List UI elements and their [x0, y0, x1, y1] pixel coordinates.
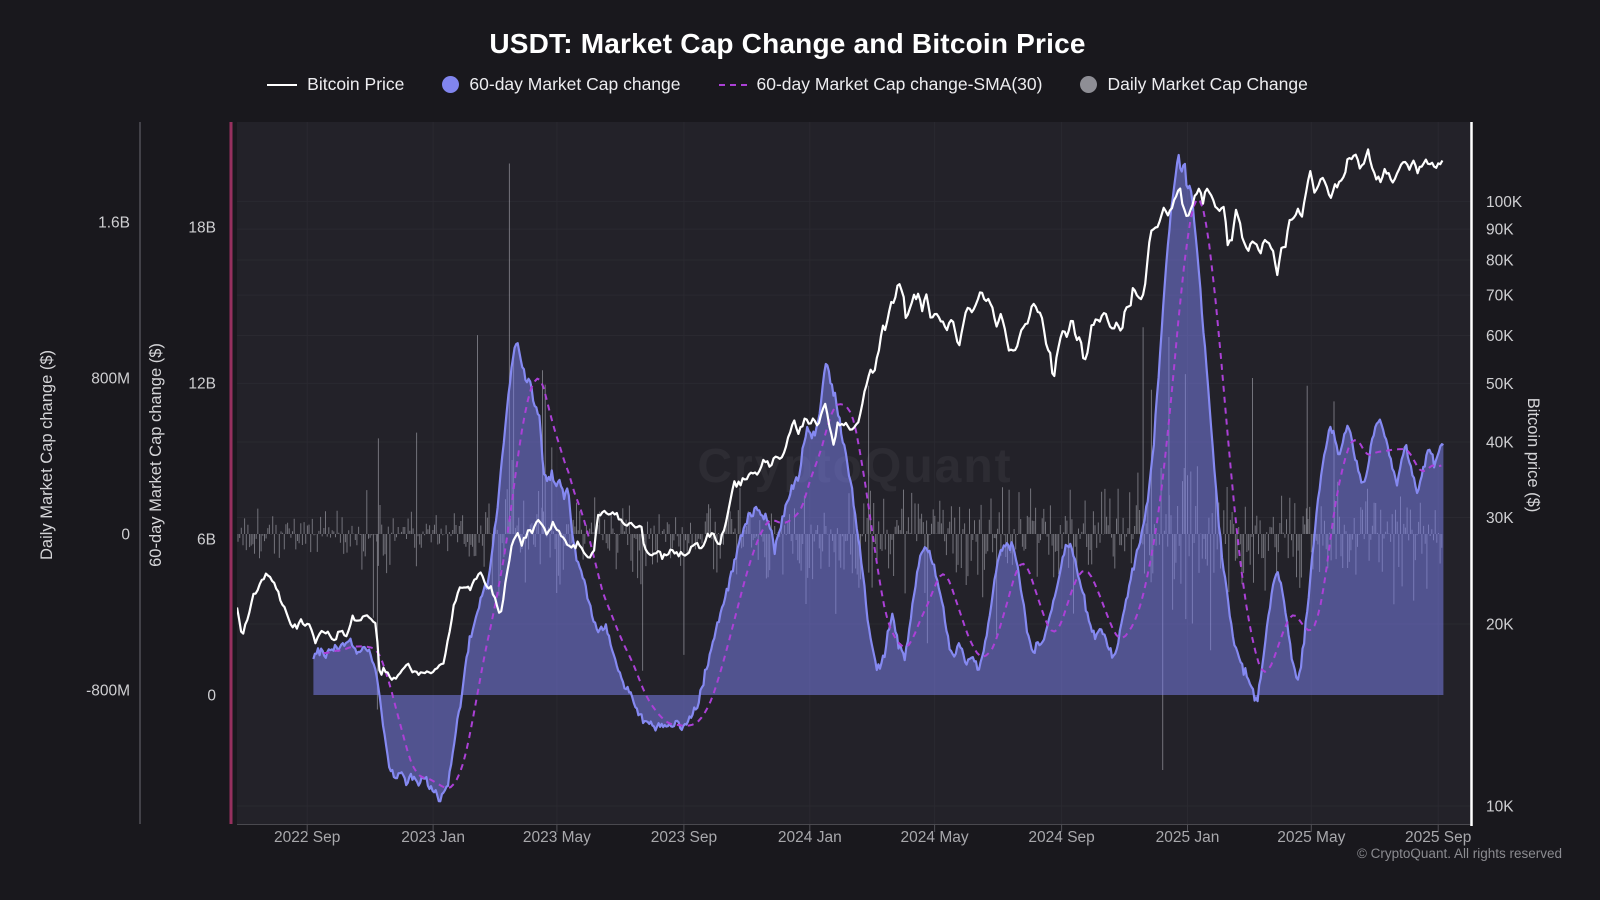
legend-label: Daily Market Cap Change	[1107, 74, 1308, 94]
daily-axis-tick: 800M	[91, 371, 130, 388]
x-axis-tick: 2024 Sep	[1028, 829, 1094, 846]
daily-axis-tick: -800M	[86, 683, 130, 700]
x-axis-tick: 2025 Sep	[1405, 829, 1471, 846]
price-axis-tick: 60K	[1486, 328, 1514, 345]
price-axis-tick: 40K	[1486, 435, 1514, 452]
daily-axis-tick: 0	[121, 527, 130, 544]
line-marker-icon	[267, 83, 298, 86]
legend-label: 60-day Market Cap change-SMA(30)	[756, 74, 1043, 94]
x-axis-tick-marks	[306, 824, 1439, 832]
x-axis-tick: 2024 May	[901, 829, 969, 846]
x-axis-tick: 2025 Jan	[1156, 829, 1220, 846]
series-60day-market-cap-change-fill	[313, 155, 1444, 802]
price-axis-title: Bitcoin price ($)	[1524, 398, 1542, 513]
circle-marker-icon	[1080, 76, 1098, 93]
price-axis-tick: 90K	[1486, 222, 1514, 239]
sixty-axis-tick: 6B	[197, 532, 216, 549]
sixty-axis-tick: 0	[207, 688, 216, 705]
legend-label: 60-day Market Cap change	[469, 74, 681, 94]
price-axis-tick: 30K	[1486, 510, 1514, 527]
legend-item-sma[interactable]: 60-day Market Cap change-SMA(30)	[718, 74, 1043, 95]
legend-label: Bitcoin Price	[307, 74, 405, 94]
x-axis-tick: 2023 May	[523, 829, 591, 846]
x-axis-tick: 2025 May	[1277, 829, 1345, 846]
circle-marker-icon	[442, 76, 460, 93]
dashed-line-marker-icon	[718, 83, 747, 86]
page-title: USDT: Market Cap Change and Bitcoin Pric…	[489, 28, 1086, 59]
price-axis-tick: 20K	[1486, 617, 1514, 634]
legend-item-60day-change[interactable]: 60-day Market Cap change	[442, 74, 681, 95]
watermark: CryptoQuant	[697, 440, 1012, 493]
legend: Bitcoin Price 60-day Market Cap change 6…	[0, 74, 1575, 95]
series-60day-sma30	[323, 197, 1442, 790]
daily-axis-tick: 1.6B	[98, 215, 130, 232]
x-axis-tick: 2024 Jan	[778, 829, 842, 846]
price-axis-tick: 100K	[1486, 194, 1523, 211]
legend-item-bitcoin-price[interactable]: Bitcoin Price	[267, 74, 404, 95]
sixty-axis-title: 60-day Market Cap change ($)	[147, 343, 165, 567]
daily-axis-title: Daily Market Cap change ($)	[38, 350, 56, 560]
price-axis-tick: 50K	[1486, 376, 1514, 393]
sixty-axis-tick: 18B	[188, 220, 216, 237]
legend-item-daily-change[interactable]: Daily Market Cap Change	[1080, 74, 1308, 95]
series-60day-market-cap-change-line	[312, 153, 1444, 803]
x-axis-tick: 2022 Sep	[274, 829, 340, 846]
copyright-text: © CryptoQuant. All rights reserved	[1356, 846, 1562, 861]
price-axis-tick: 70K	[1486, 288, 1514, 305]
x-axis-tick: 2023 Sep	[651, 829, 717, 846]
sixty-axis-tick: 12B	[188, 376, 216, 393]
price-axis-tick: 10K	[1486, 799, 1514, 816]
series-bitcoin-price	[237, 148, 1444, 681]
x-axis-tick: 2023 Jan	[401, 829, 465, 846]
price-axis-tick: 80K	[1486, 253, 1514, 270]
